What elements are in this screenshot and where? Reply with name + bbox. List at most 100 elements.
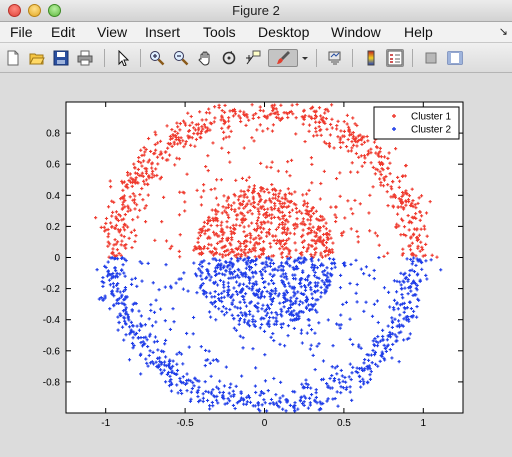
data-point bbox=[294, 317, 299, 321]
data-point bbox=[303, 288, 308, 292]
new-figure-icon[interactable] bbox=[4, 49, 22, 67]
data-point bbox=[153, 142, 157, 147]
data-point bbox=[402, 280, 406, 284]
close-window-button[interactable] bbox=[8, 4, 21, 17]
data-point bbox=[219, 266, 223, 270]
data-point bbox=[236, 213, 240, 217]
hide-plot-tools-icon[interactable] bbox=[422, 49, 440, 67]
y-tick-label: 0 bbox=[54, 253, 60, 264]
data-point bbox=[244, 304, 249, 308]
data-point bbox=[214, 232, 218, 236]
data-point bbox=[370, 314, 375, 318]
data-point bbox=[198, 262, 202, 267]
menu-desktop[interactable]: Desktop bbox=[258, 24, 310, 40]
data-point bbox=[169, 286, 173, 290]
data-point bbox=[316, 238, 320, 242]
menu-view[interactable]: View bbox=[97, 24, 128, 40]
data-point bbox=[254, 112, 258, 116]
data-cursor-icon[interactable] bbox=[244, 49, 262, 67]
pointer-icon[interactable] bbox=[114, 49, 132, 67]
data-point bbox=[245, 195, 249, 199]
data-point bbox=[177, 157, 181, 161]
y-tick-label: 0.8 bbox=[46, 129, 60, 140]
data-point bbox=[234, 178, 238, 182]
data-point bbox=[159, 150, 163, 154]
data-point bbox=[313, 116, 317, 121]
data-point bbox=[208, 121, 212, 125]
save-icon[interactable] bbox=[52, 49, 70, 67]
data-point bbox=[412, 256, 416, 260]
data-point bbox=[199, 203, 204, 207]
data-point bbox=[254, 390, 258, 395]
data-point bbox=[148, 361, 153, 365]
open-file-icon[interactable] bbox=[28, 49, 46, 67]
data-point bbox=[111, 285, 116, 289]
menu-window[interactable]: Window bbox=[331, 24, 381, 40]
menu-tools[interactable]: Tools bbox=[203, 24, 236, 40]
data-point bbox=[109, 256, 113, 260]
data-point bbox=[293, 318, 297, 322]
data-point bbox=[269, 302, 273, 306]
menu-help[interactable]: Help bbox=[404, 24, 433, 40]
data-point bbox=[307, 323, 311, 327]
data-point bbox=[225, 401, 229, 405]
brush-dropdown-icon[interactable] bbox=[300, 49, 310, 67]
print-icon[interactable] bbox=[76, 49, 94, 67]
dock-arrow-icon[interactable]: ↘ bbox=[498, 26, 508, 38]
data-point bbox=[278, 238, 282, 243]
data-point bbox=[292, 260, 297, 264]
data-point bbox=[208, 278, 212, 282]
data-point bbox=[356, 370, 360, 375]
zoom-window-button[interactable] bbox=[48, 4, 61, 17]
data-point bbox=[263, 353, 267, 357]
data-point bbox=[130, 184, 134, 188]
menu-edit[interactable]: Edit bbox=[51, 24, 76, 40]
pan-icon[interactable] bbox=[196, 49, 214, 67]
data-point bbox=[233, 254, 237, 258]
data-point bbox=[384, 174, 388, 179]
zoom-out-icon[interactable] bbox=[172, 49, 190, 67]
data-point bbox=[371, 185, 375, 189]
data-point bbox=[242, 241, 246, 246]
zoom-in-icon[interactable] bbox=[148, 49, 166, 67]
data-point bbox=[123, 228, 127, 232]
data-point bbox=[301, 260, 306, 264]
data-point bbox=[270, 188, 275, 192]
data-point bbox=[143, 342, 147, 346]
data-point bbox=[335, 372, 339, 376]
link-plot-icon[interactable] bbox=[326, 49, 344, 67]
data-point bbox=[307, 210, 311, 214]
data-point bbox=[324, 254, 328, 258]
data-point bbox=[316, 281, 320, 285]
data-point bbox=[342, 120, 346, 124]
legend-icon[interactable] bbox=[386, 49, 404, 67]
rotate-icon[interactable] bbox=[220, 49, 238, 67]
data-point bbox=[106, 270, 110, 274]
menu-file[interactable]: File bbox=[10, 24, 33, 40]
data-point bbox=[144, 147, 148, 152]
data-point bbox=[168, 137, 173, 141]
data-point bbox=[154, 133, 158, 137]
data-point bbox=[290, 192, 294, 196]
data-point bbox=[130, 177, 134, 181]
minimize-window-button[interactable] bbox=[28, 4, 41, 17]
data-point bbox=[299, 331, 303, 335]
data-point bbox=[386, 203, 390, 208]
menu-insert[interactable]: Insert bbox=[145, 24, 181, 40]
data-point bbox=[110, 214, 114, 218]
data-point bbox=[198, 227, 202, 232]
data-point bbox=[197, 385, 201, 389]
data-point bbox=[288, 174, 292, 178]
data-point bbox=[172, 371, 176, 376]
show-plot-tools-icon[interactable] bbox=[446, 49, 464, 67]
data-point bbox=[199, 129, 204, 133]
data-point bbox=[416, 201, 420, 206]
brush-icon[interactable] bbox=[268, 49, 298, 67]
title-bar[interactable]: Figure 2 bbox=[0, 0, 512, 22]
colorbar-icon[interactable] bbox=[362, 49, 380, 67]
data-point bbox=[112, 257, 116, 261]
data-point bbox=[399, 205, 403, 209]
data-point bbox=[419, 240, 423, 244]
data-point bbox=[200, 277, 204, 281]
